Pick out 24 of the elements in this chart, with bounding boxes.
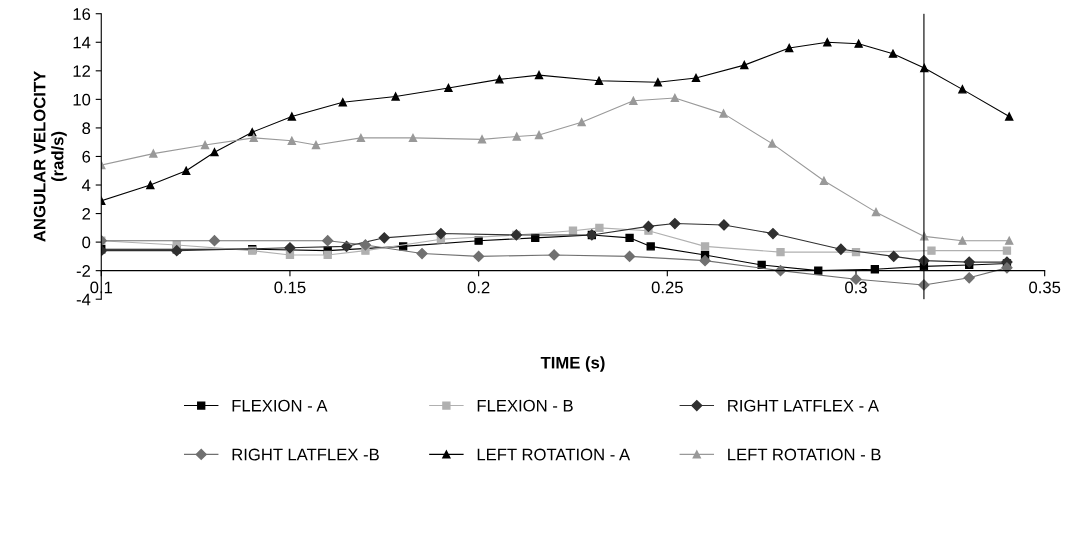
legend-label: RIGHT LATFLEX - A (728, 399, 879, 412)
y-tick-label: -2 (76, 265, 91, 277)
y-tick-label: 16 (73, 8, 91, 20)
legend-label: RIGHT LATFLEX -B (232, 448, 379, 461)
x-tick-label: 0.15 (274, 281, 306, 294)
y-tick-label: 8 (82, 122, 91, 135)
y-tick-label: 4 (81, 179, 91, 192)
y-tick-label: 14 (73, 36, 91, 49)
x-tick-label: 0.35 (1029, 281, 1061, 294)
y-tick-label: 2 (82, 207, 91, 220)
legend-label: LEFT ROTATION - B (728, 448, 881, 461)
y-tick-label: 6 (82, 150, 91, 163)
y-tick-label: 12 (73, 65, 91, 77)
y-tick-label: 10 (73, 93, 91, 106)
x-tick-label: 0.2 (467, 281, 490, 294)
x-tick-label: 0.3 (845, 281, 867, 294)
x-axis-title: TIME (s) (540, 356, 605, 372)
x-tick-label: 0.25 (651, 281, 683, 294)
legend-label: FLEXION - A (232, 399, 328, 412)
y-axis-title: ANGULAR VELOCITY (rad/s) (33, 71, 67, 242)
legend-label: LEFT ROTATION - A (477, 448, 631, 461)
y-tick-label: 0 (82, 236, 91, 249)
legend-label: FLEXION - B (477, 399, 573, 412)
y-tick-label: -4 (76, 293, 91, 306)
